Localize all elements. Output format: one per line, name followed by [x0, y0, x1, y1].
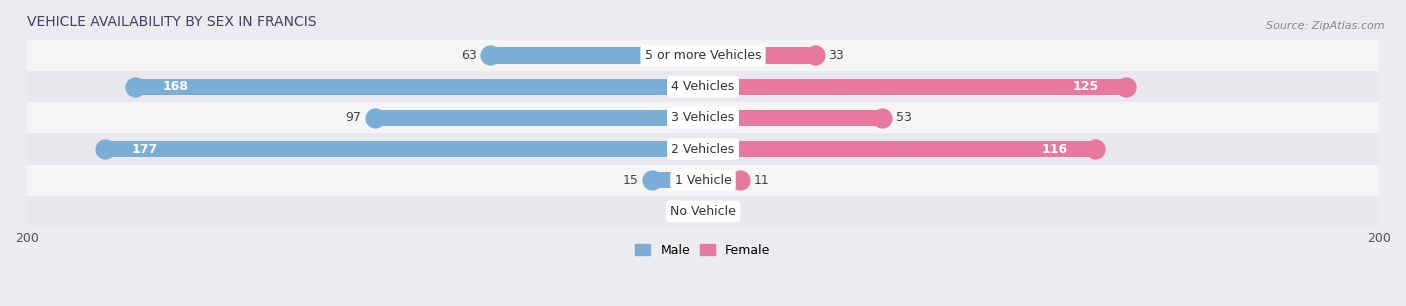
Bar: [27, 165, 1379, 196]
Bar: [375, 110, 703, 126]
Bar: [135, 79, 703, 95]
Text: 97: 97: [346, 111, 361, 124]
Bar: [104, 141, 703, 157]
Bar: [652, 172, 703, 188]
Bar: [27, 71, 1379, 102]
Text: 177: 177: [132, 143, 157, 155]
Legend: Male, Female: Male, Female: [630, 239, 776, 262]
Text: 15: 15: [623, 174, 638, 187]
Text: 0: 0: [717, 205, 724, 218]
Text: VEHICLE AVAILABILITY BY SEX IN FRANCIS: VEHICLE AVAILABILITY BY SEX IN FRANCIS: [27, 15, 316, 29]
Text: 0: 0: [682, 205, 689, 218]
Bar: [27, 133, 1379, 165]
Text: 125: 125: [1073, 80, 1098, 93]
Bar: [27, 102, 1379, 133]
Text: 116: 116: [1042, 143, 1069, 155]
Text: 2 Vehicles: 2 Vehicles: [672, 143, 734, 155]
Text: 63: 63: [461, 49, 477, 62]
Bar: [27, 196, 1379, 227]
Text: 1 Vehicle: 1 Vehicle: [675, 174, 731, 187]
Bar: [703, 79, 1126, 95]
Text: 168: 168: [162, 80, 188, 93]
Text: 53: 53: [896, 111, 911, 124]
Bar: [703, 141, 1095, 157]
Text: 11: 11: [754, 174, 769, 187]
Text: No Vehicle: No Vehicle: [671, 205, 735, 218]
Bar: [491, 47, 703, 64]
Bar: [27, 40, 1379, 71]
Text: 4 Vehicles: 4 Vehicles: [672, 80, 734, 93]
Text: 3 Vehicles: 3 Vehicles: [672, 111, 734, 124]
Bar: [703, 47, 814, 64]
Bar: [703, 172, 740, 188]
Bar: [703, 110, 882, 126]
Text: Source: ZipAtlas.com: Source: ZipAtlas.com: [1267, 21, 1385, 32]
Text: 33: 33: [828, 49, 844, 62]
Text: 5 or more Vehicles: 5 or more Vehicles: [645, 49, 761, 62]
